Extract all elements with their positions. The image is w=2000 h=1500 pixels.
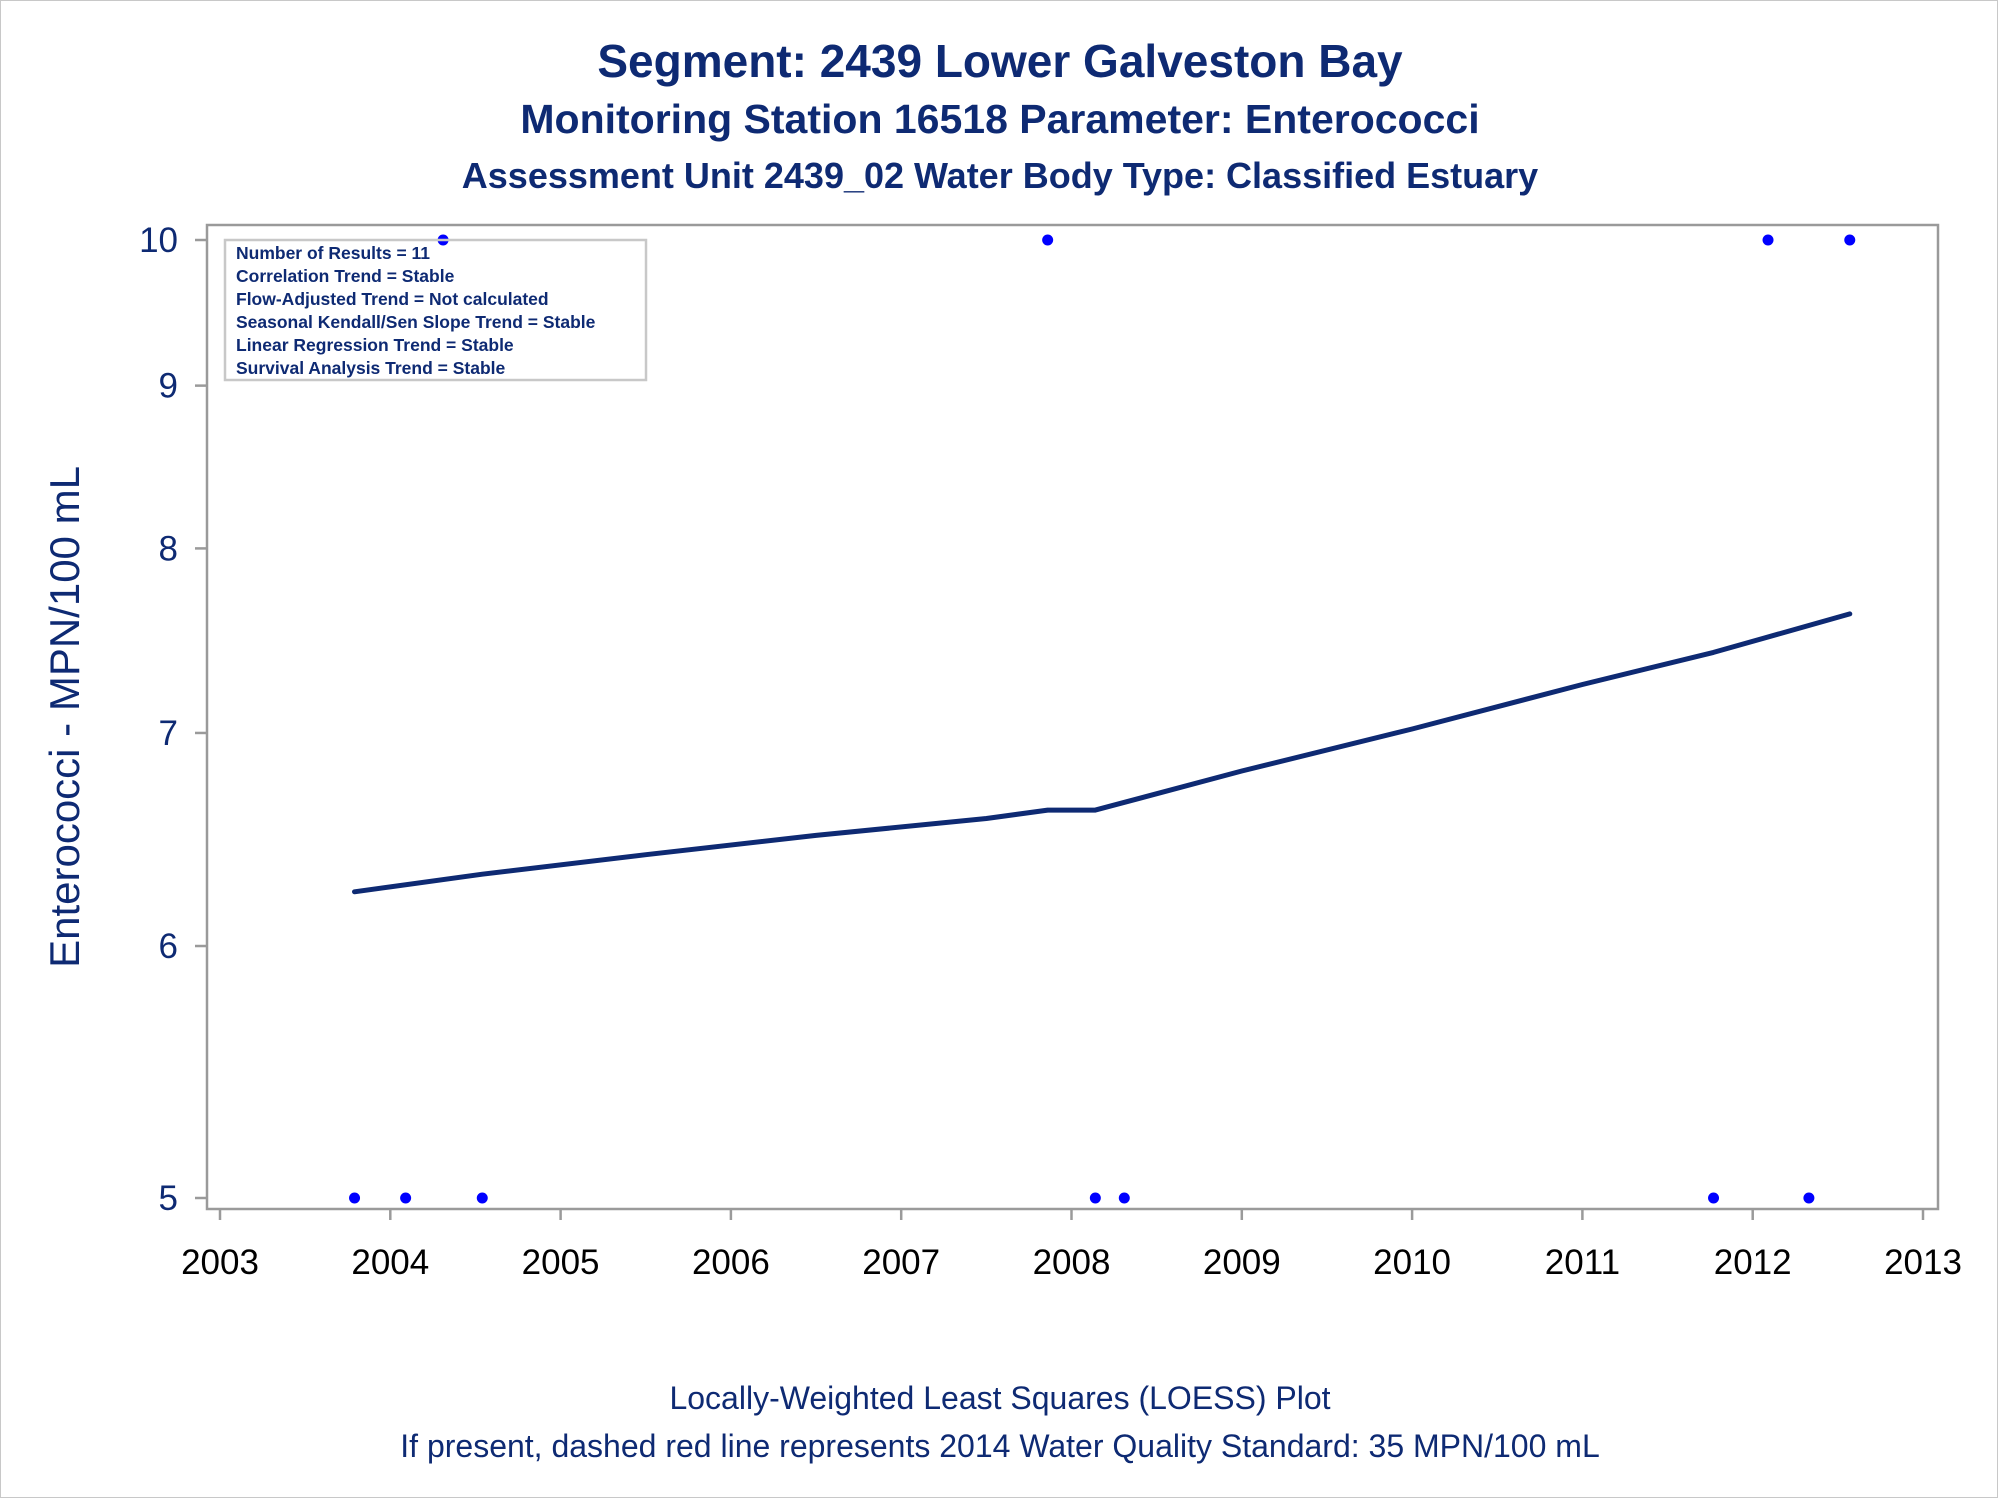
data-point — [1762, 234, 1774, 246]
scatter-series — [349, 234, 1856, 1204]
x-tick-label: 2007 — [862, 1243, 940, 1282]
y-tick-label: 7 — [159, 714, 178, 753]
y-tick-label: 8 — [159, 529, 178, 568]
x-tick-label: 2005 — [522, 1243, 600, 1282]
y-tick-label: 5 — [159, 1179, 178, 1218]
y-axis-title: Enterococci - MPN/100 mL — [41, 466, 88, 968]
stats-line: Number of Results = 11 — [236, 243, 430, 263]
stats-legend-box — [223, 238, 648, 382]
data-point — [400, 1192, 412, 1204]
stats-line: Flow-Adjusted Trend = Not calculated — [236, 289, 549, 309]
data-point — [1118, 1192, 1130, 1204]
x-tick-label: 2011 — [1545, 1243, 1620, 1282]
loess-line-series — [352, 611, 1853, 895]
y-tick-label: 10 — [139, 221, 178, 260]
x-tick-label: 2009 — [1203, 1243, 1281, 1282]
stats-line: Correlation Trend = Stable — [236, 266, 455, 286]
x-axis: 2003 2004 2005 2006 2007 2008 2009 2010 2011 2012… — [181, 1209, 1962, 1282]
x-tick-label: 2013 — [1884, 1243, 1962, 1282]
x-tick-label: 2008 — [1033, 1243, 1111, 1282]
x-tick-label: 2012 — [1714, 1243, 1792, 1282]
x-tick-label: 2006 — [692, 1243, 770, 1282]
data-point — [1708, 1192, 1720, 1204]
stats-line: Seasonal Kendall/Sen Slope Trend = Stabl… — [236, 312, 596, 332]
chart-subtitle-2: Assessment Unit 2439_02 Water Body Type:… — [461, 155, 1539, 196]
data-point — [349, 1192, 361, 1204]
stats-line: Survival Analysis Trend = Stable — [236, 358, 506, 378]
x-tick-label: 2010 — [1373, 1243, 1451, 1282]
data-point — [1844, 234, 1856, 246]
y-tick-label: 6 — [159, 927, 178, 966]
y-tick-label: 9 — [159, 367, 178, 406]
x-tick-label: 2004 — [351, 1243, 429, 1282]
chart-subtitle: Monitoring Station 16518 Parameter: Ente… — [520, 96, 1480, 142]
x-tick-label: 2003 — [181, 1243, 259, 1282]
data-point — [1089, 1192, 1101, 1204]
data-point — [1803, 1192, 1815, 1204]
loess-line — [352, 611, 1853, 895]
data-point — [476, 1192, 488, 1204]
chart-title: Segment: 2439 Lower Galveston Bay — [597, 35, 1403, 87]
footnote-standard: If present, dashed red line represents 2… — [400, 1428, 1600, 1464]
footnote-method: Locally-Weighted Least Squares (LOESS) P… — [669, 1380, 1331, 1416]
stats-line: Linear Regression Trend = Stable — [236, 335, 514, 355]
stats-legend: Number of Results = 11 Correlation Trend… — [223, 238, 648, 382]
data-point — [1042, 234, 1054, 246]
y-axis: 5 6 7 8 9 10 — [139, 221, 207, 1218]
